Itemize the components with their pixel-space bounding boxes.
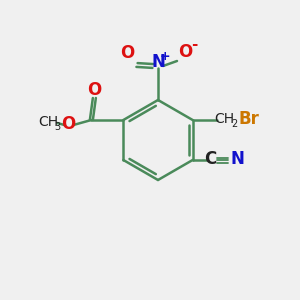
Text: 2: 2 (232, 119, 238, 129)
Text: N: N (151, 53, 165, 71)
Text: 3: 3 (54, 122, 60, 132)
Text: +: + (160, 50, 170, 62)
Text: -: - (191, 38, 197, 52)
Text: C: C (205, 150, 217, 168)
Text: O: O (61, 115, 76, 133)
Text: O: O (120, 44, 134, 62)
Text: CH: CH (38, 115, 58, 129)
Text: CH: CH (214, 112, 235, 126)
Text: N: N (231, 150, 244, 168)
Text: O: O (178, 43, 192, 61)
Text: Br: Br (238, 110, 259, 128)
Text: O: O (87, 81, 101, 99)
